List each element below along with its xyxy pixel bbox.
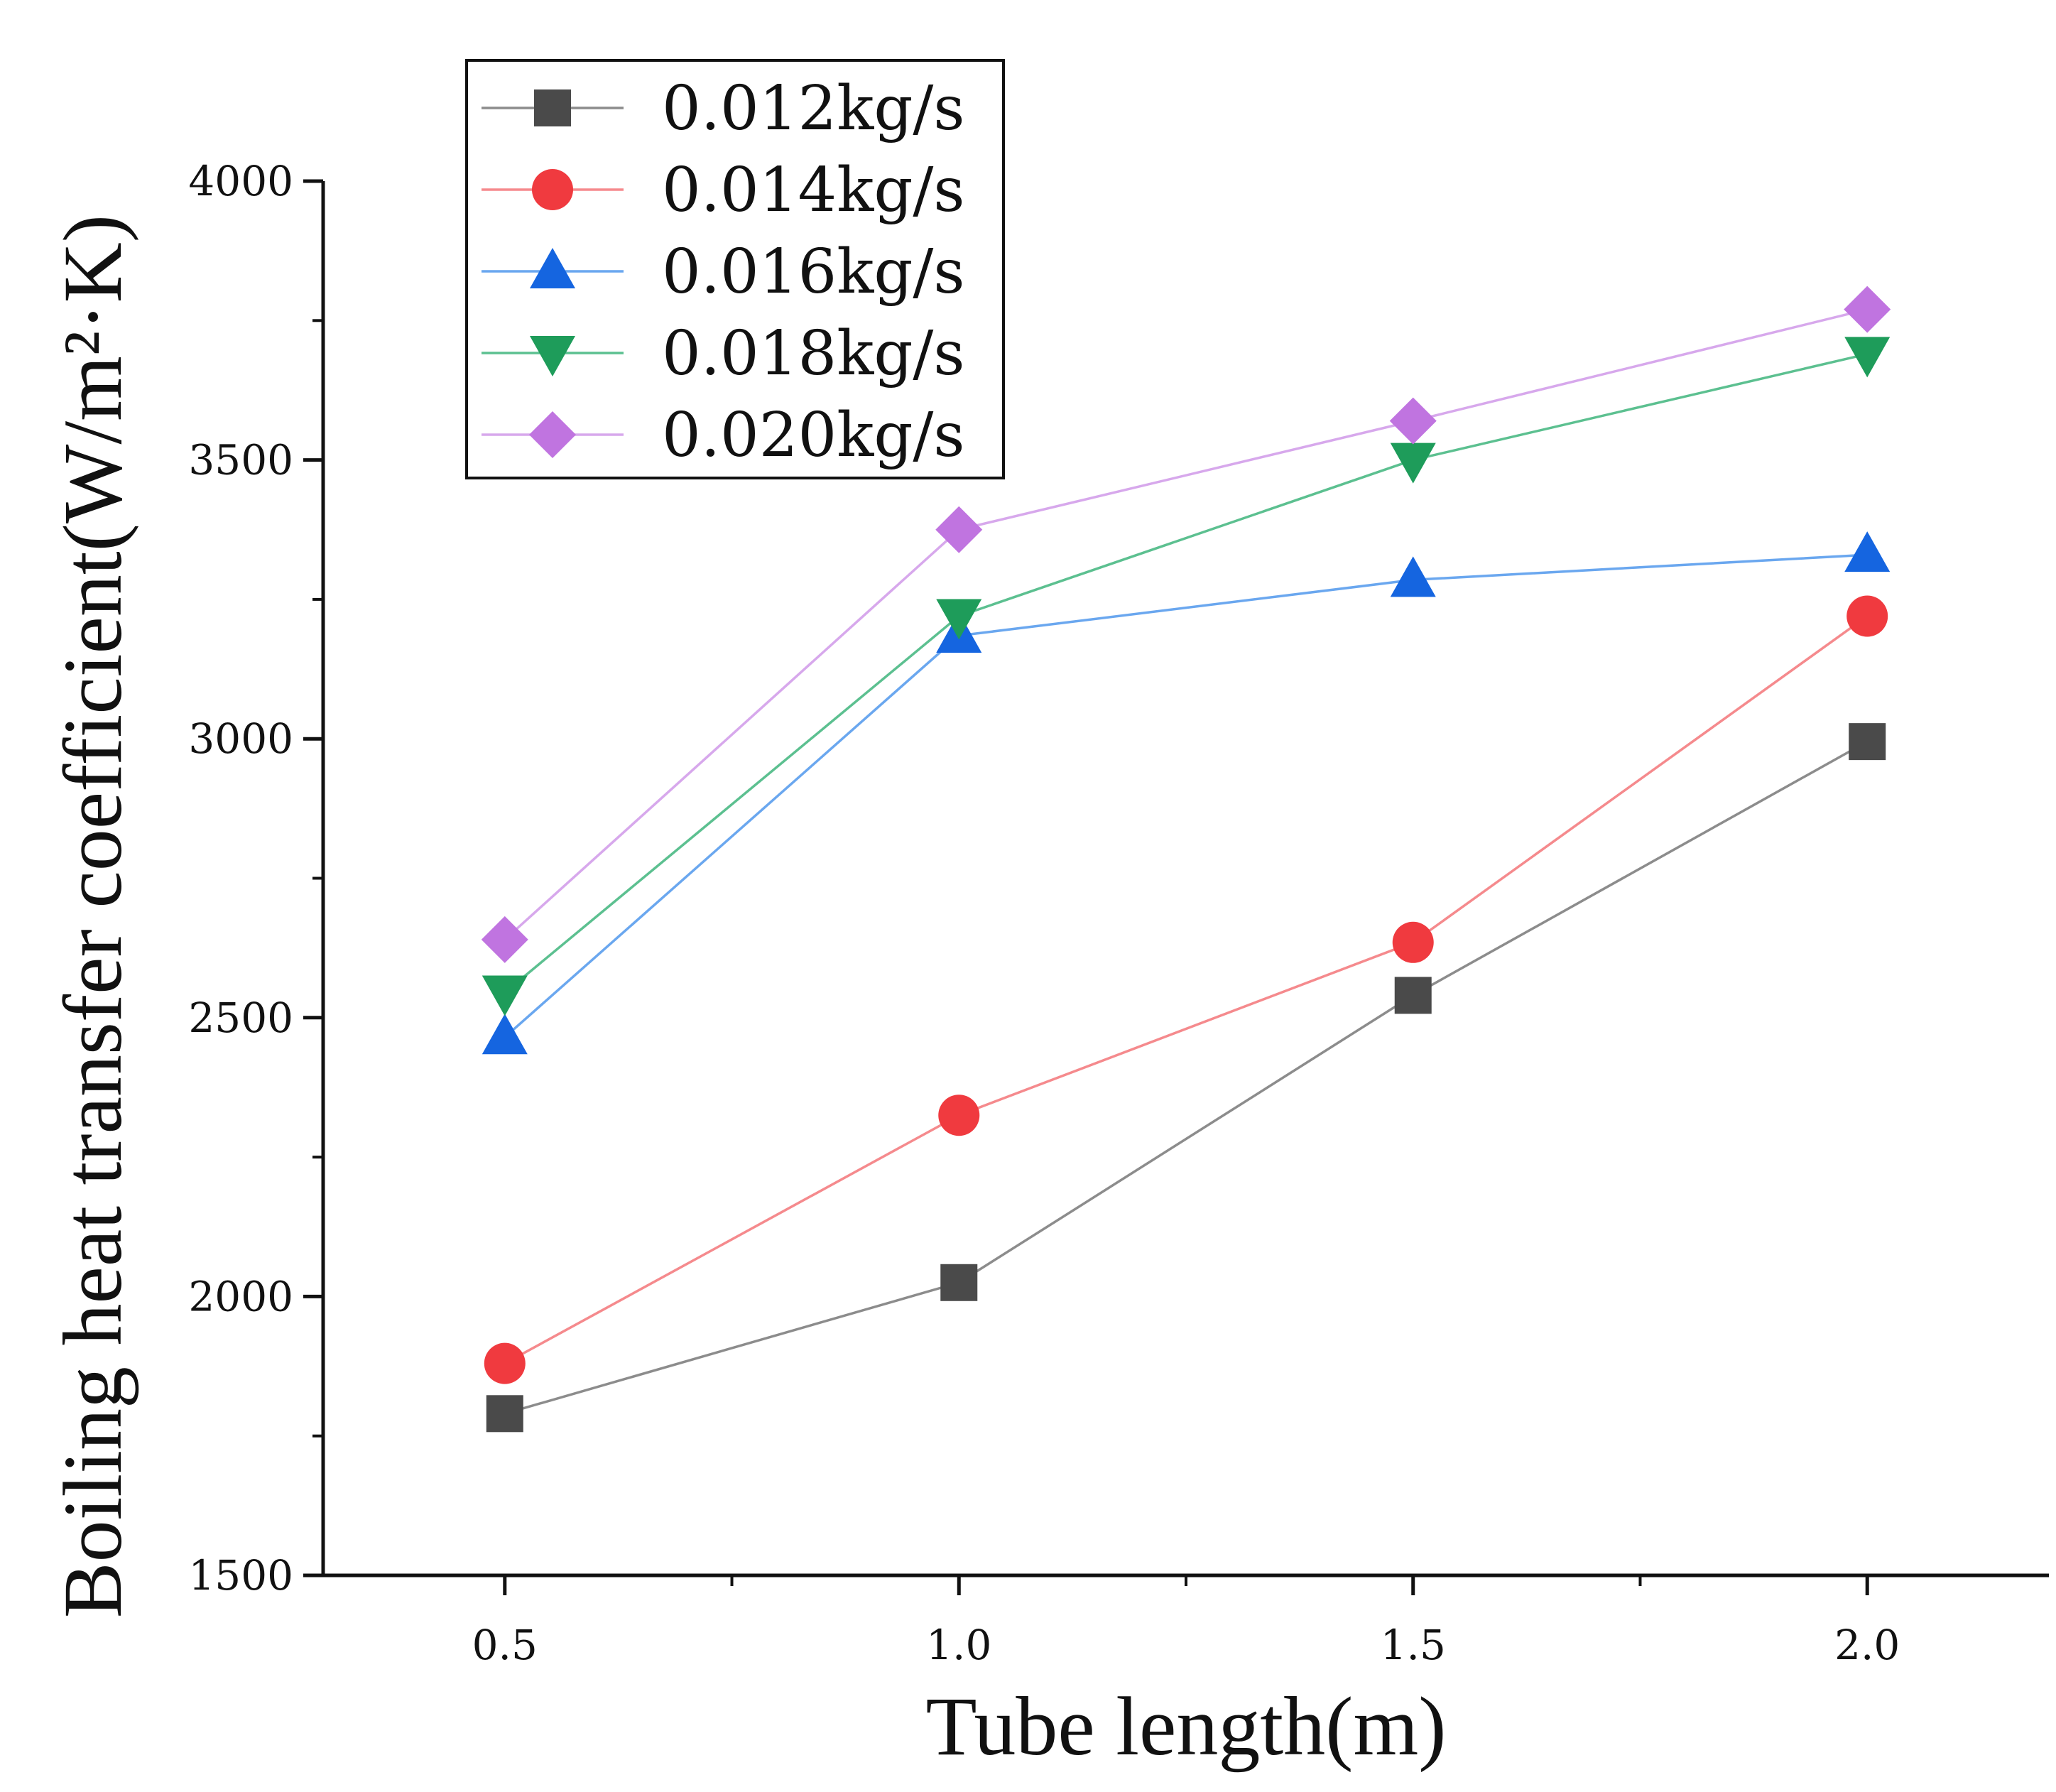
legend-marker	[530, 336, 575, 376]
y-tick-label: 2000	[188, 1272, 293, 1320]
x-tick-label: 0.5	[472, 1621, 538, 1669]
series-layer	[481, 286, 1891, 1433]
data-point	[1392, 921, 1434, 963]
legend-marker	[532, 169, 573, 210]
series-line	[504, 740, 1869, 1415]
y-tick-label: 1500	[188, 1551, 293, 1600]
data-point	[938, 1095, 980, 1136]
legend-label: 0.020kg/s	[662, 400, 964, 471]
axes: 1500 2000 2500 3000 3500 4000 0.5 1.0 1.5 2.0	[188, 157, 2049, 1669]
legend-label: 0.014kg/s	[662, 155, 964, 226]
legend-marker	[530, 248, 575, 288]
series-line	[504, 352, 1868, 994]
data-point	[1844, 531, 1891, 572]
series-0018kgs	[482, 337, 1891, 1016]
data-point	[1849, 723, 1886, 761]
series-0014kgs	[484, 595, 1888, 1384]
x-axis-title: Tube length(m)	[925, 1680, 1446, 1773]
legend-marker	[529, 411, 576, 458]
data-point	[940, 1264, 978, 1301]
series-line	[504, 308, 1868, 941]
data-point	[486, 1395, 523, 1433]
legend-marker	[534, 89, 571, 126]
series-line	[504, 553, 1868, 1038]
series-line	[504, 615, 1869, 1365]
data-point	[1389, 397, 1437, 445]
series-0020kgs	[481, 286, 1891, 963]
x-tick-label: 2.0	[1834, 1621, 1900, 1669]
series-0016kgs	[482, 531, 1891, 1055]
data-point	[484, 1342, 526, 1384]
y-axis-title: Boiling heat transfer coefficient(W/m²·K…	[46, 215, 139, 1618]
data-point	[935, 506, 983, 553]
data-point	[1390, 556, 1436, 597]
data-point	[936, 599, 982, 640]
series-0012kgs	[486, 723, 1886, 1433]
legend: 0.012kg/s 0.014kg/s 0.016kg/s 0.018kg/s 0.02…	[465, 59, 1005, 479]
data-point	[1394, 977, 1432, 1014]
x-tick-label: 1.0	[926, 1621, 991, 1669]
y-tick-label: 2500	[188, 994, 293, 1042]
legend-label: 0.018kg/s	[662, 318, 964, 389]
x-tick-label: 1.5	[1381, 1621, 1446, 1669]
legend-label: 0.016kg/s	[662, 237, 964, 308]
data-point	[1844, 286, 1891, 333]
y-tick-label: 4000	[188, 157, 293, 205]
y-tick-label: 3500	[188, 436, 293, 484]
data-point	[482, 1014, 528, 1055]
data-point	[1390, 442, 1436, 484]
y-tick-label: 3000	[188, 715, 293, 763]
data-point	[1846, 595, 1888, 637]
data-point	[1844, 337, 1891, 378]
data-point	[481, 916, 528, 963]
legend-label: 0.012kg/s	[662, 73, 964, 144]
data-point	[482, 975, 528, 1016]
